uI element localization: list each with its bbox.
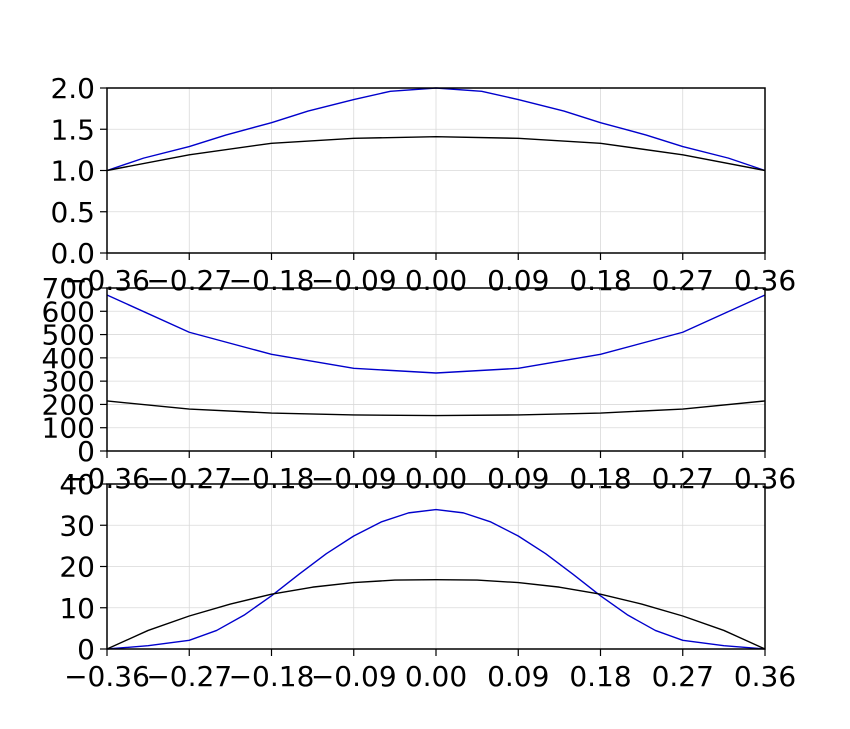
- y-tick-label: 300: [42, 365, 95, 398]
- y-tick-label: 0: [77, 633, 95, 666]
- x-tick-label: 0.00: [405, 660, 467, 693]
- x-tick-label: 0.36: [734, 660, 796, 693]
- y-tick-label: 2.0: [50, 72, 95, 105]
- chart-panel-3: −0.36−0.27−0.18−0.09 0.00 0.09 0.18 0.27 0.36…: [59, 468, 796, 693]
- y-tick-label: 1.0: [50, 155, 95, 188]
- series-line-2: [106, 579, 766, 650]
- y-tick-label: 600: [42, 295, 95, 328]
- y-tick-label: 0.5: [50, 196, 95, 229]
- x-tick-label: 0.27: [652, 660, 714, 693]
- y-tick-label: 200: [42, 388, 95, 421]
- y-tick-label: 30: [59, 509, 95, 542]
- y-tick-label: 700: [42, 272, 95, 305]
- y-tick-label: 20: [59, 551, 95, 584]
- y-tick-label: 400: [42, 342, 95, 375]
- y-tick-label: 10: [59, 592, 95, 625]
- y-tick-label: 500: [42, 319, 95, 352]
- series-line-1: [106, 508, 766, 650]
- series-line-1: [106, 294, 766, 374]
- y-tick-label: 0.0: [50, 237, 95, 270]
- y-tick-label: 1.5: [50, 113, 95, 146]
- x-tick-label: −0.36: [64, 660, 150, 693]
- y-tick-label: 40: [59, 468, 95, 501]
- chart-panel-2: −0.36−0.27−0.18−0.09 0.00 0.09 0.18 0.27 0.36…: [42, 272, 797, 495]
- series-line-2: [106, 400, 766, 417]
- x-tick-label: −0.18: [229, 660, 315, 693]
- y-tick-label: 100: [42, 412, 95, 445]
- y-tick-label: 0: [77, 435, 95, 468]
- panels: −0.36−0.27−0.18−0.09 0.00 0.09 0.18 0.27 0.36…: [42, 72, 797, 693]
- x-tick-label: −0.09: [311, 660, 397, 693]
- x-tick-label: −0.27: [146, 660, 232, 693]
- x-tick-label: 0.18: [569, 660, 631, 693]
- x-tick-label: 0.09: [487, 660, 549, 693]
- chart-panel-1: −0.36−0.27−0.18−0.09 0.00 0.09 0.18 0.27 0.36…: [50, 72, 796, 297]
- series-line-2: [106, 135, 766, 172]
